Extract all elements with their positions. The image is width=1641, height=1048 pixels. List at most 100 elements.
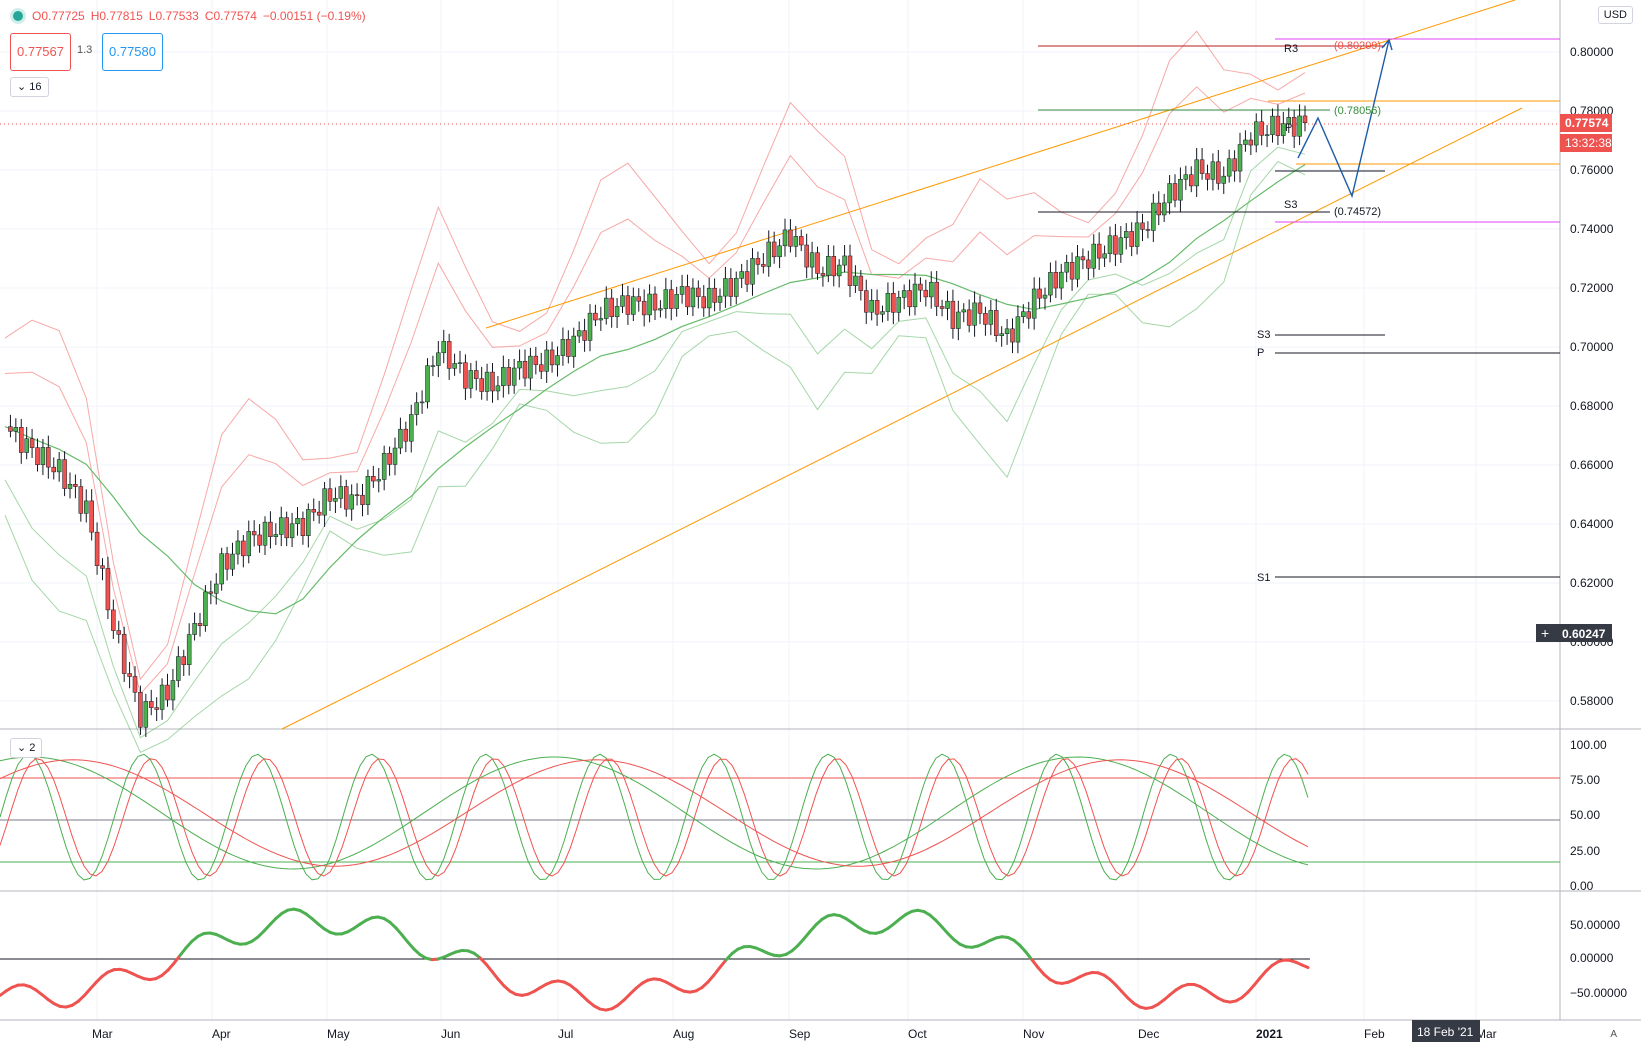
candle-body: [13, 427, 19, 432]
candle-body: [501, 367, 506, 387]
momentum-segment: [178, 946, 188, 957]
chevron-down-icon: ⌄: [17, 742, 27, 754]
candle-body: [1286, 117, 1291, 124]
time-tick: Feb: [1364, 1027, 1385, 1041]
candle-body: [29, 438, 35, 448]
candle-body: [1134, 222, 1140, 247]
candle-body: [73, 484, 78, 487]
candle-body: [1080, 256, 1086, 261]
candle-body: [755, 258, 761, 265]
candle-body: [777, 245, 782, 258]
candle-body: [1118, 237, 1124, 255]
candle-body: [712, 287, 717, 303]
stoch-slow-signal-line: [0, 759, 1309, 867]
sell-button[interactable]: 0.77567: [10, 33, 71, 71]
momentum-tick: 50.00000: [1570, 918, 1620, 932]
pivot-label: P: [1285, 122, 1292, 134]
candle-body: [636, 296, 641, 302]
candle-body: [414, 402, 419, 415]
time-tick: Jun: [441, 1027, 460, 1041]
momentum-segment: [808, 923, 818, 934]
candle-body: [1015, 316, 1021, 343]
candle-body: [446, 341, 452, 369]
candle-body: [327, 488, 333, 502]
candle-body: [766, 241, 771, 267]
candle-body: [376, 479, 381, 482]
forecast-path: [1297, 38, 1393, 199]
oscillator-indicators-toggle[interactable]: ⌄ 2: [10, 738, 43, 758]
candle-body: [94, 531, 100, 566]
price-tick: 0.80000: [1570, 45, 1614, 59]
candle-body: [457, 362, 463, 364]
oscillator-indicators-count: 2: [29, 742, 36, 754]
candle-body: [809, 252, 815, 268]
candle-body: [1004, 328, 1010, 334]
candle-body: [983, 313, 988, 325]
candle-body: [891, 293, 896, 313]
candle-body: [1042, 294, 1048, 299]
main-indicators-toggle[interactable]: ⌄ 16: [10, 77, 49, 97]
candle-body: [929, 281, 934, 298]
candle-body: [186, 634, 192, 665]
time-tick: Sep: [789, 1027, 811, 1041]
candle-body: [674, 294, 679, 309]
candle-body: [544, 349, 549, 372]
momentum-segment: [712, 965, 722, 977]
candle-body: [1161, 202, 1167, 216]
momentum-segment: [166, 961, 176, 972]
candle-body: [1210, 161, 1216, 180]
candle-body: [452, 363, 457, 369]
candle-body: [344, 486, 349, 510]
momentum-segment: [718, 958, 728, 969]
candle-body: [176, 656, 181, 681]
candle-body: [425, 365, 430, 403]
candle-body: [885, 293, 891, 312]
auto-scale-button[interactable]: A: [1610, 1029, 1617, 1040]
candle-body: [533, 355, 539, 365]
buy-button[interactable]: 0.77580: [102, 33, 163, 71]
candle-body: [224, 553, 230, 570]
candle-body: [658, 308, 663, 311]
s3-lower-label: S3: [1257, 329, 1270, 341]
stoch-tick: 0.00: [1570, 879, 1594, 893]
candle-body: [316, 511, 322, 516]
candle-body: [582, 330, 587, 341]
momentum-panel: [0, 907, 1310, 1012]
momentum-segment: [1246, 983, 1256, 994]
momentum-segment: [1018, 943, 1028, 954]
candle-body: [436, 352, 441, 366]
candle-body: [1124, 231, 1129, 239]
channel-lower-line: [281, 107, 1523, 730]
candle-body: [306, 509, 311, 536]
pivot-levels: [0, 38, 1560, 578]
candle-body: [1205, 173, 1210, 180]
momentum-segment: [172, 953, 182, 965]
candle-body: [728, 278, 734, 297]
candle-body: [1053, 272, 1059, 289]
candle-body: [35, 447, 40, 465]
candle-body: [284, 517, 289, 539]
s1-label: S1: [1257, 572, 1270, 584]
candle-body: [1232, 158, 1237, 172]
candle-body: [154, 707, 159, 710]
price-tick: 0.76000: [1570, 163, 1614, 177]
currency-button[interactable]: USD: [1597, 6, 1633, 24]
price-tick: 0.68000: [1570, 399, 1614, 413]
candle-body: [1031, 288, 1037, 319]
stoch-tick: 50.00: [1570, 808, 1600, 822]
candle-body: [793, 236, 799, 247]
candle-body: [149, 701, 154, 708]
candle-body: [262, 521, 268, 546]
price-tick: 0.74000: [1570, 222, 1614, 236]
candle-body: [744, 271, 750, 285]
candle-body: [365, 476, 371, 505]
chevron-down-icon: ⌄: [17, 81, 27, 93]
candle-body: [945, 300, 950, 309]
candle-body: [804, 244, 809, 268]
candle-body: [419, 401, 425, 404]
candle-body: [62, 459, 67, 489]
candle-body: [669, 289, 674, 309]
candle-body: [381, 452, 387, 480]
candle-body: [268, 521, 273, 537]
